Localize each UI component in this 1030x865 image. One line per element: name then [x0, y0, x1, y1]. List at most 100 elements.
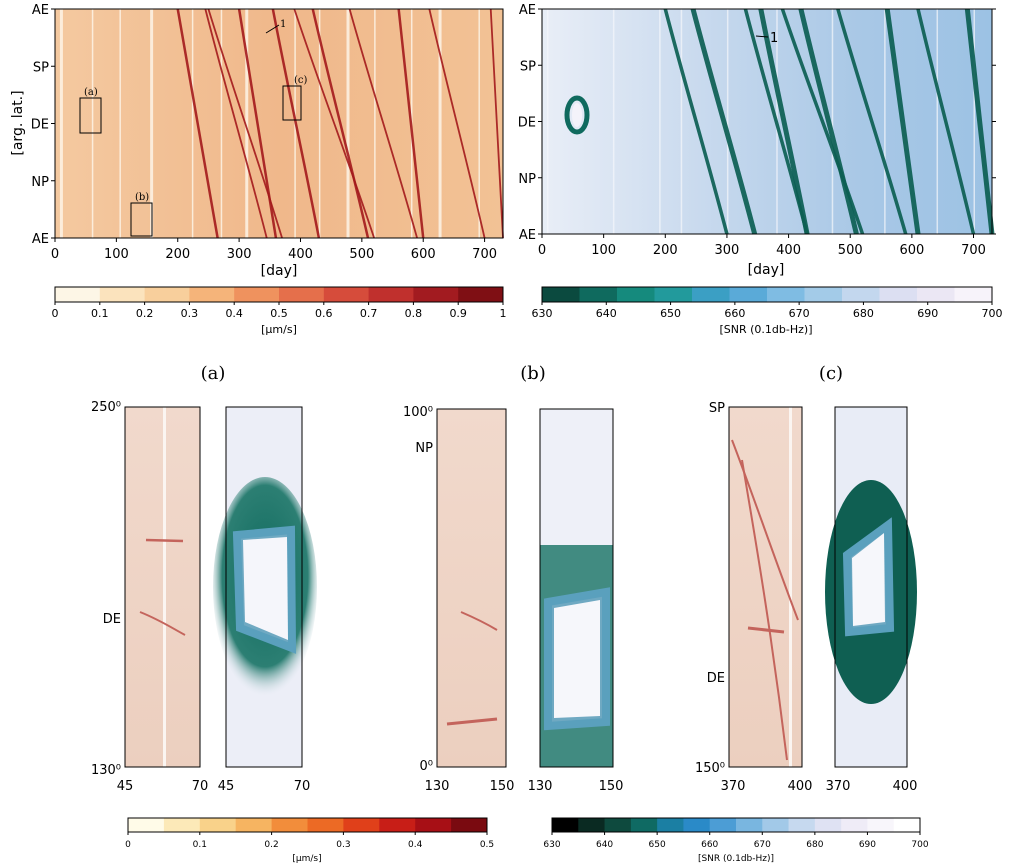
top-right-colorbar-segment-10 [917, 287, 955, 302]
top-right-x-axis-label: [day] [748, 262, 785, 278]
top-right-xtick-5: 500 [838, 243, 863, 258]
top-right-x-ticks: 0 100 200 300 400 500 600 700 [538, 234, 986, 258]
top-left-gap-stripe-6 [245, 9, 249, 238]
top-left-colorbar-tick-0: 0 [52, 307, 59, 320]
bottom-right-colorbar-label: [SNR (0.1db-Hz)] [698, 854, 774, 864]
top-right-trace-0 [663, 8, 729, 235]
top-right-colorbar-label: [SNR (0.1db-Hz)] [720, 323, 813, 336]
top-right-colorbar-segment-1 [579, 287, 618, 302]
top-right-trace-3 [758, 8, 810, 235]
top-left-y-axis-label: [arg. lat.] [10, 90, 26, 155]
top-left-xtick-1: 100 [104, 247, 129, 262]
bottom-right-colorbar-segment-10 [814, 818, 842, 832]
zoom-a-xtick-left-1: 45 [117, 779, 134, 794]
zoom-a-white-stripe [163, 407, 166, 767]
bottom-right-colorbar-tick-3: 660 [701, 840, 718, 850]
top-left-trace-1 [271, 8, 321, 239]
top-left-annotation-label: 1 [280, 19, 286, 30]
zoom-a-trace-2 [139, 611, 186, 636]
bottom-left-colorbar-segment-4 [271, 818, 308, 832]
top-left-trace-0 [204, 8, 268, 239]
bottom-left-colorbar-tick-3: 0.3 [336, 840, 350, 850]
top-left-trace-3 [311, 8, 370, 239]
zoom-panel-a: 250⁰ DE 130⁰ 45 70 45 70 [91, 400, 317, 794]
bottom-left-colorbar-frame [127, 817, 488, 833]
zoom-c-snr-frame [834, 406, 908, 768]
bottom-left-colorbar-segment-9 [451, 818, 488, 832]
top-right-ytick-4: AE [519, 228, 536, 243]
top-left-colorbar-tick-5: 0.5 [270, 307, 288, 320]
top-right-colorbar-segment-2 [617, 287, 655, 302]
bottom-left-colorbar-tick-2: 0.2 [264, 840, 278, 850]
top-right-gap-stripe-6 [831, 9, 834, 234]
top-right-heatmap: 1 AE SP DE NP AE 0 100 200 300 400 500 600 700 [day… [518, 3, 996, 278]
top-left-colorbar-segment-6 [323, 287, 370, 302]
top-left-heatmap: (a) (b) (c) 1 AE SP DE NP AE 0 100 200 300 400 50… [10, 3, 504, 279]
zoom-a-ytick-mid: DE [103, 612, 121, 627]
zoom-c-xtick-left-2: 370 [826, 779, 851, 794]
top-right-xtick-7: 700 [961, 243, 986, 258]
top-right-trace-7 [884, 8, 921, 235]
top-left-xtick-5: 500 [349, 247, 374, 262]
zoom-a-trace-1 [145, 538, 184, 543]
top-right-ytick-1: SP [520, 59, 536, 74]
top-right-xtick-4: 400 [776, 243, 801, 258]
top-right-blob-day-55 [564, 95, 590, 135]
top-left-colorbar-segment-5 [279, 287, 325, 302]
top-left-colorbar-tick-7: 0.7 [360, 307, 378, 320]
zoom-a-speed-map [125, 407, 200, 767]
top-left-colorbar-segment-2 [144, 287, 190, 302]
zoom-box-c [282, 85, 302, 121]
top-left-xtick-0: 0 [51, 247, 59, 262]
top-left-colorbar-tick-2: 0.2 [136, 307, 154, 320]
top-right-colorbar-tick-0: 630 [532, 307, 553, 320]
top-left-gap-stripe-3 [150, 9, 154, 238]
top-left-gap-stripe-9 [346, 9, 350, 238]
zoom-c-ytick-top: SP [709, 401, 725, 416]
zoom-b-xtick-right-2: 150 [599, 779, 624, 794]
zoom-c-ytick-bottom: 150⁰ [695, 761, 725, 776]
top-right-colorbar-tick-2: 650 [660, 307, 681, 320]
panel-label-b: (b) [520, 363, 546, 384]
bottom-left-colorbar-segment-1 [163, 818, 201, 832]
top-left-gap-stripe-10 [374, 9, 376, 238]
top-right-colorbar-tick-5: 680 [853, 307, 874, 320]
bottom-right-colorbar-tick-7: 700 [911, 840, 928, 850]
bottom-right-colorbar-segment-1 [578, 818, 606, 832]
top-right-xtick-2: 200 [653, 243, 678, 258]
top-right-annotation-label: 1 [770, 31, 778, 46]
top-right-colorbar-segment-11 [954, 287, 993, 302]
top-left-colorbar-segment-3 [189, 287, 235, 302]
top-left-colorbar-tick-10: 1 [500, 307, 507, 320]
top-left-annotation-line [265, 24, 280, 34]
zoom-box-b [130, 202, 153, 237]
top-right-gap-stripe-2 [659, 9, 661, 234]
zoom-b-trace-1 [460, 611, 498, 631]
panel-label-c: (c) [819, 363, 843, 384]
bottom-left-colorbar-label: [μm/s] [292, 854, 321, 864]
top-left-colorbar-tick-8: 0.8 [405, 307, 423, 320]
top-right-trace-1 [690, 8, 758, 235]
top-right-traces [663, 8, 995, 235]
top-left-colorbar-segment-1 [99, 287, 146, 302]
zoom-c-trace-1 [731, 439, 799, 621]
top-right-gap-stripe-3 [680, 9, 683, 234]
top-left-colorbar-segment-9 [458, 287, 504, 302]
top-left-trace-5 [397, 8, 425, 239]
top-right-gap-stripe-4 [726, 9, 729, 234]
top-left-trace-6 [428, 8, 486, 239]
zoom-panel-c: SP DE 150⁰ 370 400 370 400 [695, 401, 917, 794]
bottom-right-colorbar-tick-1: 640 [596, 840, 613, 850]
top-right-trace-4 [780, 8, 865, 235]
bottom-left-colorbar-tick-5: 0.5 [480, 840, 494, 850]
bottom-left-colorbar-tick-4: 0.4 [408, 840, 423, 850]
top-right-colorbar-tick-7: 700 [982, 307, 1003, 320]
top-right-colorbar-segment-7 [804, 287, 843, 302]
bottom-right-colorbar-tick-0: 630 [543, 840, 560, 850]
top-right-xtick-1: 100 [591, 243, 616, 258]
top-left-y-ticks: AE SP DE NP AE [31, 3, 55, 247]
top-left-xtick-3: 300 [227, 247, 252, 262]
top-left-xtick-7: 700 [472, 247, 497, 262]
top-right-colorbar: 630 640 650 660 670 680 690 700 [532, 286, 1003, 320]
